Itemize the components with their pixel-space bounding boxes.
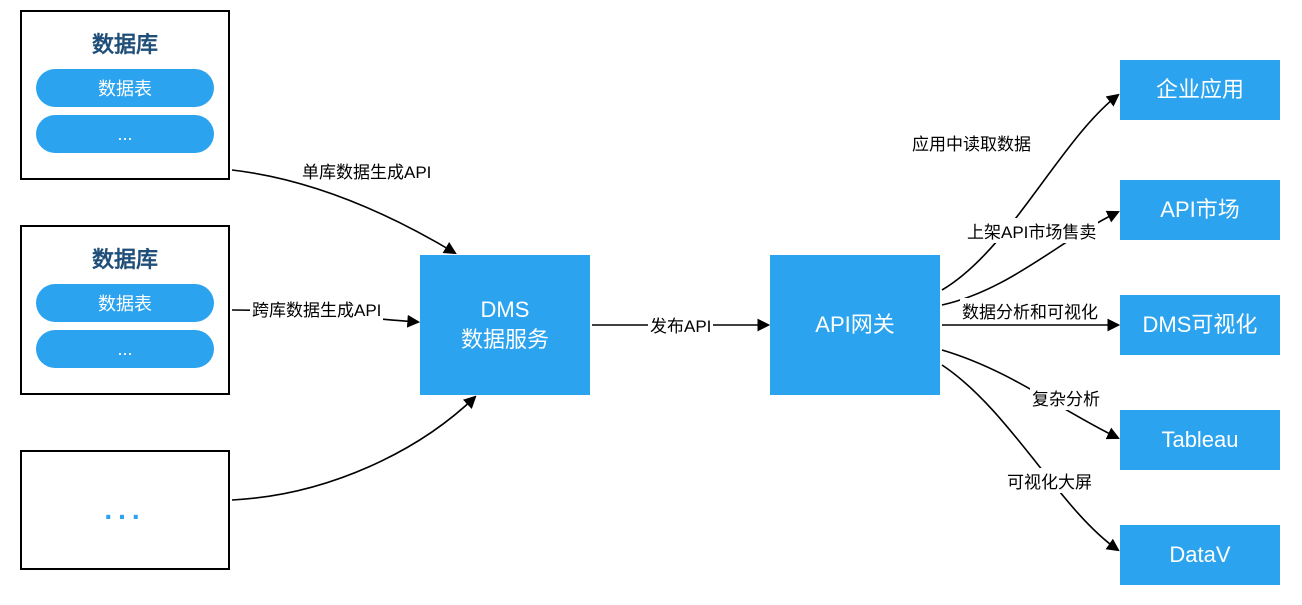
db3-label: ...: [104, 494, 145, 526]
out-dms-viz: DMS可视化: [1120, 295, 1280, 355]
edge-label-0: 单库数据生成API: [300, 158, 433, 183]
db1-pill-1: ...: [36, 115, 214, 153]
gateway-node: API网关: [770, 255, 940, 395]
db2-pill-0: 数据表: [36, 284, 214, 322]
db2-pill-1: ...: [36, 330, 214, 368]
db2-title: 数据库: [36, 242, 214, 274]
edge-label-8: 可视化大屏: [1005, 468, 1094, 493]
out2-label: API市场: [1160, 195, 1239, 225]
db-node-ellipsis: ...: [20, 450, 230, 570]
edge-label-1: 跨库数据生成API: [250, 296, 383, 321]
out3-label: DMS可视化: [1143, 310, 1258, 340]
out1-label: 企业应用: [1156, 75, 1244, 105]
edge-label-7: 复杂分析: [1030, 385, 1102, 410]
edge-label-4: 应用中读取数据: [910, 130, 1033, 155]
db1-pill-0: 数据表: [36, 69, 214, 107]
out-tableau: Tableau: [1120, 410, 1280, 470]
db-node-1: 数据库 数据表 ...: [20, 10, 230, 180]
db-node-2: 数据库 数据表 ...: [20, 225, 230, 395]
out4-label: Tableau: [1161, 425, 1238, 455]
db1-title: 数据库: [36, 27, 214, 59]
out-datav: DataV: [1120, 525, 1280, 585]
out-api-market: API市场: [1120, 180, 1280, 240]
out5-label: DataV: [1169, 540, 1230, 570]
edge-label-6: 数据分析和可视化: [960, 298, 1100, 323]
gateway-label: API网关: [815, 310, 894, 340]
out-enterprise-app: 企业应用: [1120, 60, 1280, 120]
dms-node: DMS 数据服务: [420, 255, 590, 395]
dms-label: DMS 数据服务: [461, 295, 549, 354]
edge-label-5: 上架API市场售卖: [965, 218, 1098, 243]
edge-label-3: 发布API: [648, 312, 713, 337]
